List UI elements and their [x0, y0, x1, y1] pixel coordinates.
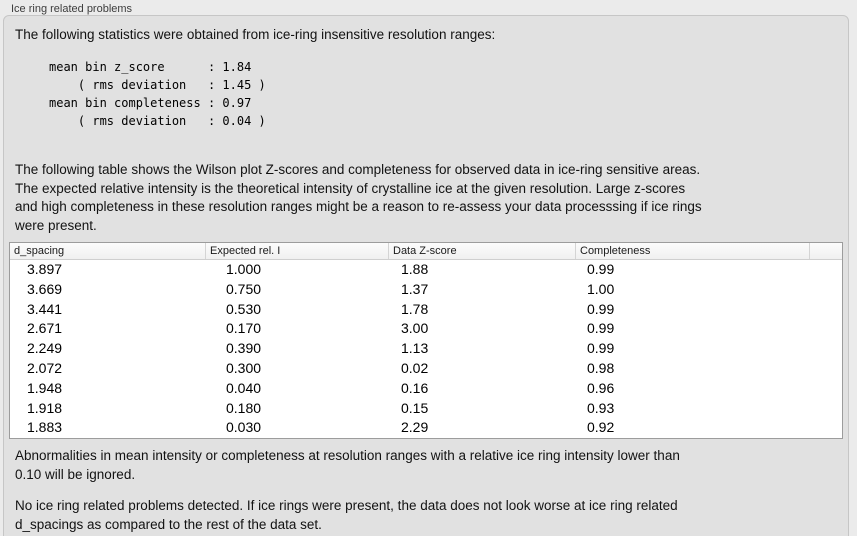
table-row[interactable]: 2.671 0.170 3.00 0.99: [10, 319, 842, 339]
table-cell: 0.02: [401, 359, 429, 376]
column-header-data-z-score[interactable]: Data Z-score: [388, 243, 575, 259]
table-row[interactable]: 1.883 0.030 2.29 0.92: [10, 418, 842, 438]
table-cell: 1.000: [226, 261, 262, 277]
table-cell: 0.98: [587, 359, 615, 376]
table-cell: 0.530: [226, 300, 262, 317]
table-cell-filler: [809, 280, 842, 300]
table-cell: 0.040: [226, 379, 262, 396]
table-cell: 1.883: [27, 419, 63, 436]
table-cell: 0.030: [226, 419, 262, 436]
table-cell-filler: [809, 418, 842, 438]
table-cell: 3.441: [27, 300, 63, 317]
table-row[interactable]: 3.441 0.530 1.78 0.99: [10, 300, 842, 320]
table-cell: 0.750: [226, 280, 262, 297]
table-row[interactable]: 3.669 0.750 1.37 1.00: [10, 280, 842, 300]
table-cell: 1.948: [27, 379, 63, 396]
table-row[interactable]: 2.072 0.300 0.02 0.98: [10, 359, 842, 379]
stats-block: mean bin z_score : 1.84 ( rms deviation …: [49, 60, 266, 128]
table-cell: 1.88: [401, 261, 429, 277]
table-row[interactable]: 2.249 0.390 1.13 0.99: [10, 339, 842, 359]
table-cell: 1.78: [401, 300, 429, 317]
table-row[interactable]: 1.918 0.180 0.15 0.93: [10, 399, 842, 419]
table-description-text: The following table shows the Wilson plo…: [15, 162, 702, 233]
table-body: 3.897 1.000 1.88 0.99 3.669 0.750 1.37 1…: [10, 260, 842, 438]
table-cell-filler: [809, 359, 842, 379]
table-cell: 3.00: [401, 320, 429, 337]
table-cell: 1.918: [27, 399, 63, 416]
table-cell: 1.37: [401, 280, 429, 297]
ice-ring-panel: The following statistics were obtained f…: [3, 15, 849, 536]
column-header-completeness[interactable]: Completeness: [575, 243, 809, 259]
table-cell: 2.249: [27, 340, 63, 357]
table-cell: 2.671: [27, 320, 63, 337]
table-cell-filler: [809, 300, 842, 320]
table-cell: 0.390: [226, 340, 262, 357]
table-cell: 1.13: [401, 340, 429, 357]
table-cell: 0.99: [587, 320, 615, 337]
table-cell: 0.300: [226, 359, 262, 376]
conclusion-text: No ice ring related problems detected. I…: [15, 498, 678, 532]
table-cell: 0.99: [587, 300, 615, 317]
ice-ring-table: d_spacing Expected rel. I Data Z-score C…: [9, 242, 843, 440]
column-header-filler: [809, 243, 842, 259]
table-cell: 3.897: [27, 261, 63, 277]
table-cell-filler: [809, 379, 842, 399]
table-cell: 0.96: [587, 379, 615, 396]
column-header-d-spacing[interactable]: d_spacing: [14, 245, 65, 257]
table-cell: 0.15: [401, 399, 429, 416]
table-cell: 0.16: [401, 379, 429, 396]
table-row[interactable]: 1.948 0.040 0.16 0.96: [10, 379, 842, 399]
table-cell: 3.669: [27, 280, 63, 297]
table-cell: 0.93: [587, 399, 615, 416]
table-cell-filler: [809, 399, 842, 419]
table-cell: 0.170: [226, 320, 262, 337]
intro-text: The following statistics were obtained f…: [15, 27, 496, 42]
groupbox-title: Ice ring related problems: [11, 3, 133, 15]
table-cell: 1.00: [587, 280, 615, 297]
table-cell-filler: [809, 260, 842, 280]
table-cell: 0.99: [587, 340, 615, 357]
table-cell: 0.92: [587, 419, 615, 436]
table-cell: 2.29: [401, 419, 429, 436]
table-cell: 0.99: [587, 261, 615, 277]
ignored-note-text: Abnormalities in mean intensity or compl…: [15, 448, 680, 482]
table-cell-filler: [809, 339, 842, 359]
table-cell: 2.072: [27, 359, 63, 376]
table-header-row: d_spacing Expected rel. I Data Z-score C…: [10, 243, 842, 260]
table-cell-filler: [809, 319, 842, 339]
column-header-expected-rel-i[interactable]: Expected rel. I: [205, 243, 388, 259]
table-cell: 0.180: [226, 399, 262, 416]
table-row[interactable]: 3.897 1.000 1.88 0.99: [10, 260, 842, 280]
